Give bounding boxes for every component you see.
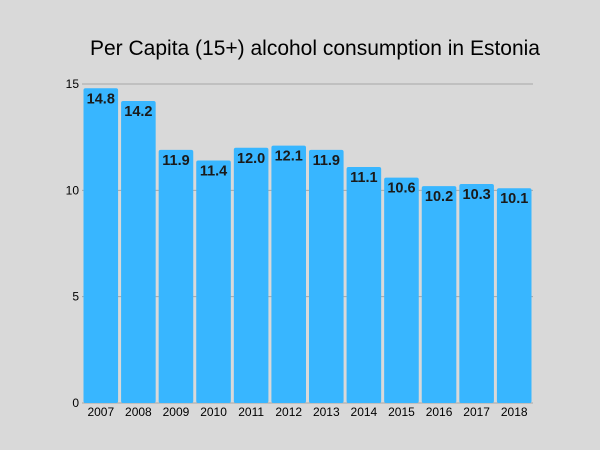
data-label: 14.8 <box>87 91 115 107</box>
y-tick-label: 15 <box>66 77 80 91</box>
bar <box>346 166 382 403</box>
bar <box>496 188 532 403</box>
chart-title: Per Capita (15+) alcohol consumption in … <box>90 37 540 60</box>
bars <box>83 88 532 404</box>
data-label: 14.2 <box>124 104 152 120</box>
data-labels: 14.8 14.2 11.9 11.4 12.0 12.1 11.9 11.1 10.6 10.2… <box>87 91 529 207</box>
bar <box>421 186 457 403</box>
x-tick-label: 2011 <box>238 405 264 419</box>
y-axis-ticks: 0 5 10 15 <box>66 77 80 410</box>
bar <box>384 177 419 403</box>
bar <box>121 101 156 403</box>
y-tick-label: 10 <box>66 183 80 197</box>
x-tick-label: 2017 <box>463 405 490 419</box>
data-label: 12.1 <box>275 149 303 165</box>
bar <box>459 183 494 403</box>
x-tick-label: 2013 <box>313 405 340 419</box>
x-tick-label: 2009 <box>163 405 190 419</box>
x-tick-label: 2015 <box>388 405 415 419</box>
gridlines <box>82 83 533 404</box>
data-label: 10.2 <box>425 189 453 205</box>
bar <box>196 160 231 403</box>
bar <box>233 147 269 403</box>
x-axis-ticks: 2007 2008 2009 2010 2011 2012 2013 2014 2015 2016… <box>87 405 527 419</box>
data-label: 10.3 <box>463 187 491 203</box>
x-tick-label: 2010 <box>200 405 227 419</box>
bar <box>83 88 119 404</box>
x-tick-label: 2008 <box>125 405 152 419</box>
data-label: 12.0 <box>237 151 265 167</box>
x-tick-label: 2014 <box>351 405 378 419</box>
data-label: 11.9 <box>313 153 340 169</box>
data-label: 11.1 <box>350 170 377 186</box>
y-tick-label: 5 <box>72 290 79 304</box>
x-tick-label: 2016 <box>426 405 453 419</box>
y-tick-label: 0 <box>72 396 79 410</box>
x-tick-label: 2012 <box>275 405 302 419</box>
bar <box>158 149 194 403</box>
x-tick-label: 2007 <box>87 405 114 419</box>
bar <box>271 145 306 403</box>
data-label: 10.6 <box>387 181 415 197</box>
bar <box>309 149 344 403</box>
x-tick-label: 2018 <box>501 405 528 419</box>
data-label: 11.4 <box>200 164 227 180</box>
data-label: 11.9 <box>162 153 189 169</box>
data-label: 10.1 <box>500 191 528 207</box>
